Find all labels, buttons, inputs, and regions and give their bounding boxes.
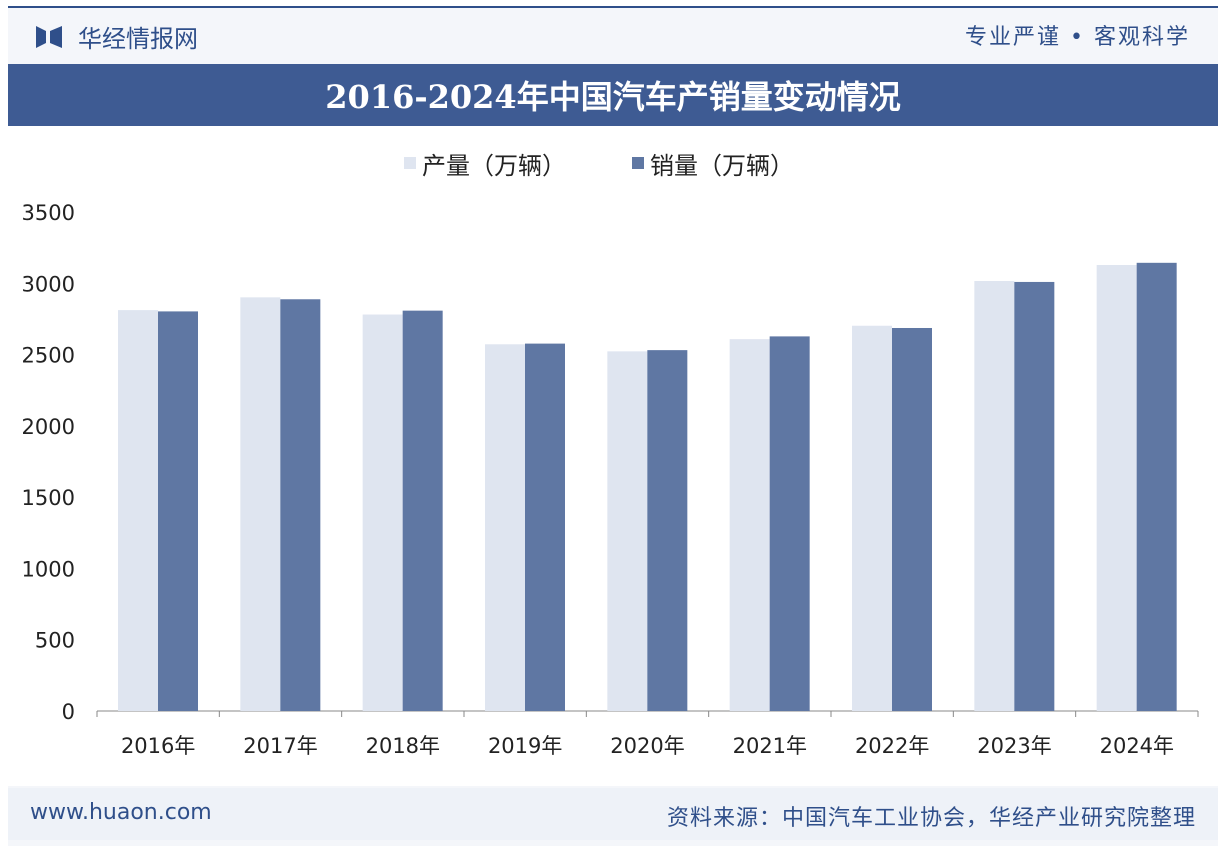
bar-production <box>974 280 1015 711</box>
bar-production <box>118 310 158 711</box>
y-tick-label: 0 <box>62 700 75 724</box>
x-tick-label: 2019年 <box>488 734 562 758</box>
bar-sales <box>158 311 198 711</box>
y-tick-label: 1000 <box>22 557 75 581</box>
bar-production <box>607 351 648 711</box>
bar-production <box>729 339 770 711</box>
bar-production <box>852 325 892 711</box>
bar-sales <box>525 343 565 711</box>
bar-production <box>240 297 281 711</box>
bar-sales <box>1136 262 1177 711</box>
y-tick-label: 2000 <box>22 415 75 439</box>
website-url[interactable]: www.huaon.com <box>30 800 212 825</box>
x-tick-label: 2022年 <box>855 734 929 758</box>
x-tick-label: 2016年 <box>121 734 195 758</box>
x-tick-label: 2023年 <box>977 734 1051 758</box>
bar-sales <box>769 336 810 711</box>
x-tick-label: 2017年 <box>243 734 317 758</box>
bar-sales <box>892 327 932 711</box>
y-tick-label: 1500 <box>22 486 75 510</box>
y-tick-label: 3000 <box>22 272 75 296</box>
legend-label: 销量（万辆） <box>650 152 794 180</box>
bar-production <box>485 344 525 711</box>
chart-title: 2016-2024年中国汽车产销量变动情况 <box>325 78 901 116</box>
x-tick-label: 2020年 <box>610 734 684 758</box>
y-tick-label: 3500 <box>22 201 75 225</box>
bar-sales <box>1014 281 1055 711</box>
y-tick-label: 2500 <box>22 344 75 368</box>
slogan: 专业严谨 • 客观科学 <box>965 25 1190 50</box>
brand-name: 华经情报网 <box>78 25 198 53</box>
bar-sales <box>402 310 443 711</box>
logo-icon <box>36 26 62 48</box>
bar-production <box>1096 265 1137 711</box>
footer: www.huaon.com 资料来源：中国汽车工业协会，华经产业研究院整理 <box>8 788 1218 840</box>
title-bar: 2016-2024年中国汽车产销量变动情况 <box>8 64 1218 126</box>
source-note: 资料来源：中国汽车工业协会，华经产业研究院整理 <box>666 806 1196 831</box>
bar-sales <box>280 299 321 711</box>
legend-swatch <box>632 157 644 169</box>
legend-label: 产量（万辆） <box>422 152 566 180</box>
y-tick-label: 500 <box>35 629 75 653</box>
x-tick-label: 2021年 <box>733 734 807 758</box>
x-tick-label: 2018年 <box>366 734 440 758</box>
bar-sales <box>647 350 688 711</box>
x-tick-label: 2024年 <box>1100 734 1174 758</box>
bar-production <box>362 314 403 711</box>
legend-swatch <box>404 157 416 169</box>
